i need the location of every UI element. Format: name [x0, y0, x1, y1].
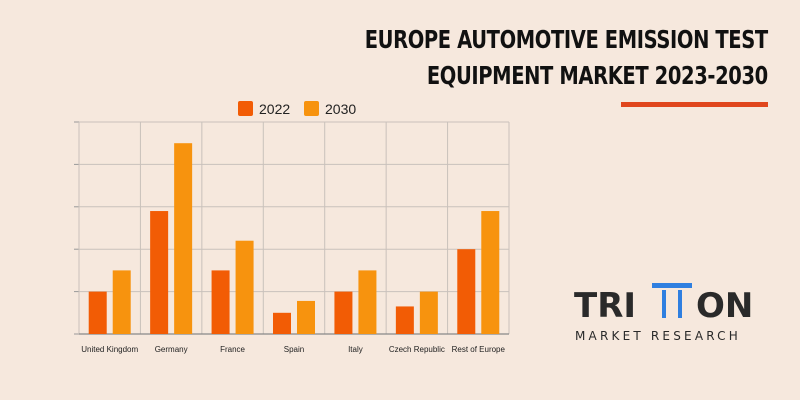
- legend-swatch-2022: [238, 101, 253, 116]
- x-axis-labels: United Kingdom Germany France Spain Italy Cze…: [81, 345, 505, 354]
- x-tick-label: Spain: [284, 345, 304, 354]
- bar-2022-united-kingdom: [88, 291, 107, 334]
- triton-logo: TRI ON MARKET RESEARCH: [574, 283, 753, 343]
- chart-grid: [74, 121, 510, 335]
- chart-title-line2: EQUIPMENT MARKET 2023-2030: [427, 61, 768, 90]
- bar-2030-italy: [358, 270, 377, 334]
- bar-2022-germany: [150, 211, 169, 334]
- title-underline: [621, 102, 768, 107]
- legend-swatch-2030: [304, 101, 319, 116]
- x-tick-label: Italy: [348, 345, 363, 354]
- chart-bars: [88, 143, 500, 334]
- chart-title-line1: EUROPE AUTOMOTIVE EMISSION TEST: [364, 25, 769, 54]
- bar-2022-czech-republic: [395, 306, 414, 334]
- legend-label-2022: 2022: [259, 101, 290, 117]
- bar-2022-france: [211, 270, 230, 334]
- bar-2030-czech-republic: [419, 291, 438, 334]
- bar-2030-france: [235, 240, 254, 334]
- bar-2022-rest-of-europe: [457, 249, 476, 334]
- legend-label-2030: 2030: [325, 101, 356, 117]
- logo-wordmark-right: ON: [696, 286, 753, 326]
- x-tick-label: Germany: [155, 345, 188, 354]
- bar-chart: 2022 2030 United Kingdom Germany France Spai…: [74, 101, 510, 354]
- x-tick-label: Rest of Europe: [452, 345, 506, 354]
- bar-2030-rest-of-europe: [481, 211, 500, 334]
- chart-title: EUROPE AUTOMOTIVE EMISSION TEST EQUIPMEN…: [364, 22, 769, 94]
- bar-2030-united-kingdom: [112, 270, 131, 334]
- bar-2022-italy: [334, 291, 353, 334]
- bar-2030-germany: [174, 143, 193, 334]
- triton-t-icon: [652, 283, 692, 318]
- chart-legend: 2022 2030: [238, 101, 356, 117]
- bar-2022-spain: [273, 312, 291, 334]
- x-tick-label: France: [220, 345, 245, 354]
- logo-wordmark-left: TRI: [574, 286, 636, 326]
- bar-2030-spain: [297, 300, 315, 334]
- x-tick-label: United Kingdom: [81, 345, 138, 354]
- logo-subtitle: MARKET RESEARCH: [575, 329, 741, 343]
- x-tick-label: Czech Republic: [389, 345, 445, 354]
